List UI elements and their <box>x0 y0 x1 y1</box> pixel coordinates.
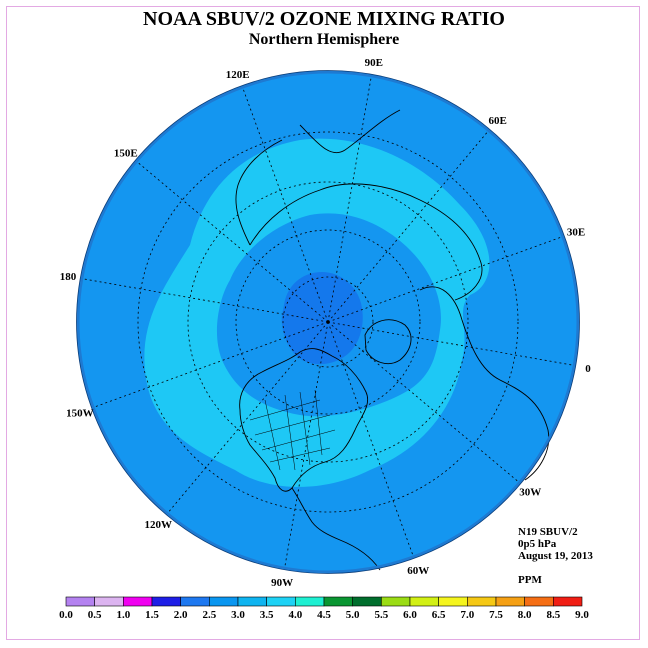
colorbar-swatch <box>151 596 181 607</box>
longitude-label: 150E <box>114 147 138 159</box>
ozone-band-dark <box>281 272 363 365</box>
meridian-line <box>92 321 329 408</box>
colorbar: 0.0 0.5 1.0 1.5 2.0 2.5 3.0 3.5 4.0 4.5 5.0 5.5 6.0 6… <box>59 596 589 621</box>
colorbar-tick-label: 4.0 <box>288 609 302 621</box>
colorbar-swatch <box>553 596 583 607</box>
info-instrument: N19 SBUV/2 <box>518 526 578 538</box>
colorbar-swatch <box>438 596 468 607</box>
colorbar-tick-label: 2.5 <box>202 609 216 621</box>
colorbar-tick-label: 5.0 <box>346 609 360 621</box>
longitude-labels: 90E 60E 30E 0 30W 60W 90W 120W 150W 180 150E 120E <box>60 57 591 589</box>
longitude-label: 120E <box>226 69 250 81</box>
info-level: 0p5 hPa <box>518 538 557 550</box>
map-title: NOAA SBUV/2 OZONE MIXING RATIO <box>143 8 505 30</box>
colorbar-swatch <box>266 596 296 607</box>
meridian-line <box>136 160 329 323</box>
colorbar-swatch <box>381 596 411 607</box>
colorbar-tick-label: 6.5 <box>432 609 446 621</box>
longitude-label: 90E <box>365 57 383 69</box>
colorbar-swatch <box>352 596 382 607</box>
meridian-line <box>81 278 329 323</box>
longitude-label: 90W <box>271 577 293 589</box>
colorbar-tick-label: 5.5 <box>374 609 388 621</box>
info-date: August 19, 2013 <box>518 550 593 562</box>
ozone-band-light <box>144 138 490 487</box>
meridian-line <box>284 321 329 569</box>
meridians <box>81 75 575 569</box>
longitude-label: 60W <box>407 565 429 577</box>
colorbar-swatch <box>295 596 325 607</box>
colorbar-tick-label: 2.0 <box>174 609 188 621</box>
state-boundaries <box>249 389 336 471</box>
longitude-label: 60E <box>489 115 507 127</box>
map-rim <box>76 70 580 574</box>
longitude-label: 150W <box>66 407 94 419</box>
colorbar-swatch <box>123 596 153 607</box>
colorbar-swatch <box>209 596 239 607</box>
colorbar-tick-label: 7.5 <box>489 609 503 621</box>
colorbar-swatch <box>467 596 497 607</box>
meridian-line <box>327 236 564 323</box>
colorbar-tick-label: 9.0 <box>575 609 589 621</box>
meridian-line <box>166 321 329 514</box>
colorbar-swatch <box>180 596 210 607</box>
latitude-circles <box>137 131 519 513</box>
colorbar-swatch <box>409 596 439 607</box>
longitude-label: 120W <box>145 519 173 531</box>
meridian-line <box>327 321 575 366</box>
meridian-line <box>327 75 372 323</box>
info-units: PPM <box>518 574 542 586</box>
longitude-label: 180 <box>60 271 77 283</box>
meridian-line <box>242 86 329 323</box>
colorbar-tick-label: 1.5 <box>145 609 159 621</box>
longitude-label: 0 <box>585 363 591 375</box>
colorbar-swatch <box>524 596 554 607</box>
colorbar-swatch <box>323 596 353 607</box>
map-subtitle: Northern Hemisphere <box>248 31 400 48</box>
colorbar-tick-label: 8.5 <box>546 609 560 621</box>
colorbar-tick-label: 3.5 <box>260 609 274 621</box>
longitude-label: 30E <box>567 227 585 239</box>
colorbar-swatch <box>495 596 525 607</box>
colorbar-tick-label: 8.0 <box>518 609 532 621</box>
colorbar-tick-label: 0.5 <box>88 609 102 621</box>
meridian-line <box>327 321 520 484</box>
meridian-line <box>327 321 414 558</box>
meridian-line <box>327 130 490 323</box>
colorbar-swatch <box>65 596 95 607</box>
colorbar-tick-label: 1.0 <box>116 609 130 621</box>
figure-frame <box>6 6 640 640</box>
colorbar-tick-label: 6.0 <box>403 609 417 621</box>
colorbar-swatch <box>94 596 124 607</box>
colorbar-tick-label: 3.0 <box>231 609 245 621</box>
colorbar-swatch <box>237 596 267 607</box>
colorbar-tick-label: 0.0 <box>59 609 73 621</box>
longitude-label: 30W <box>519 487 541 499</box>
colorbar-tick-label: 4.5 <box>317 609 331 621</box>
colorbar-tick-label: 7.0 <box>460 609 474 621</box>
